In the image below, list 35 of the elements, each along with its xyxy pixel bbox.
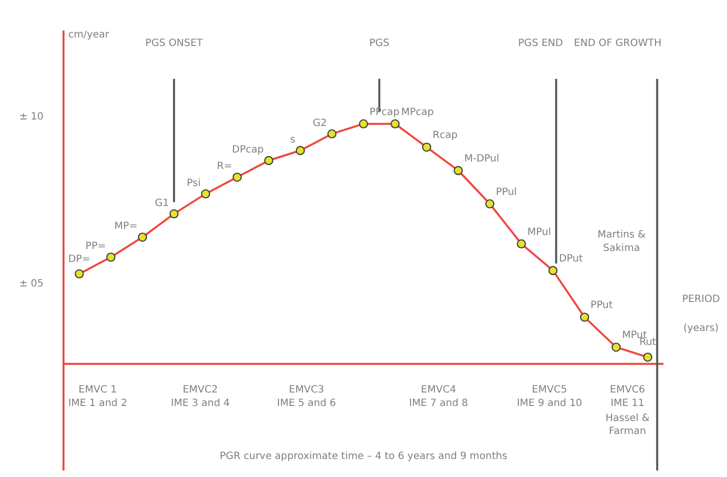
annotation: EMVC 1 IME 1 and 2 (68, 384, 128, 409)
annotation: EMVC2 IME 3 and 4 (170, 384, 230, 409)
annotation: DPut (558, 254, 583, 264)
annotation: DP= (68, 254, 90, 265)
annotation: PP= (85, 241, 106, 252)
annotation: Psi (186, 178, 201, 189)
annotation: Rcap (432, 130, 458, 142)
annotation: Hassel & Farman (606, 412, 650, 438)
annotation: G1 (154, 198, 170, 209)
annotation: PGS (369, 38, 390, 49)
annotation: PGS ONSET (145, 38, 204, 49)
annotation: PGS END (518, 38, 564, 49)
annotation: EMVC6 IME 11 (610, 384, 646, 409)
annotation: Rut (639, 337, 656, 348)
annotation: PPcap (370, 106, 400, 118)
annotation: Martins & Sakima (597, 230, 646, 254)
annotation: EMVC3 IME 5 and 6 (277, 384, 336, 409)
y-tick-label: ± 05 (19, 278, 44, 290)
annotation: PPut (590, 300, 613, 312)
annotation: PGR curve approximate time – 4 to 6 years and 9 months (220, 451, 508, 462)
annotation: PPul (496, 186, 517, 198)
annotation: M-DPul (464, 154, 500, 164)
annotation: MPul (527, 226, 552, 238)
text: PERIOD (years) (682, 294, 720, 334)
annotation: END OF GROWTH (574, 38, 662, 49)
annotation: R= (216, 161, 232, 172)
y-axis-title: cm/year (68, 30, 110, 40)
annotation: EMVC5 IME 9 and 10 (516, 384, 582, 409)
annotation: G2 (312, 118, 327, 129)
annotation: MPcap (401, 106, 434, 118)
annotation: MP= (114, 221, 138, 232)
y-tick-label: ± 10 (19, 112, 44, 123)
annotation: s (290, 134, 296, 146)
annotation: DPcap (232, 144, 264, 156)
annotation: EMVC4 IME 7 and 8 (409, 384, 468, 409)
